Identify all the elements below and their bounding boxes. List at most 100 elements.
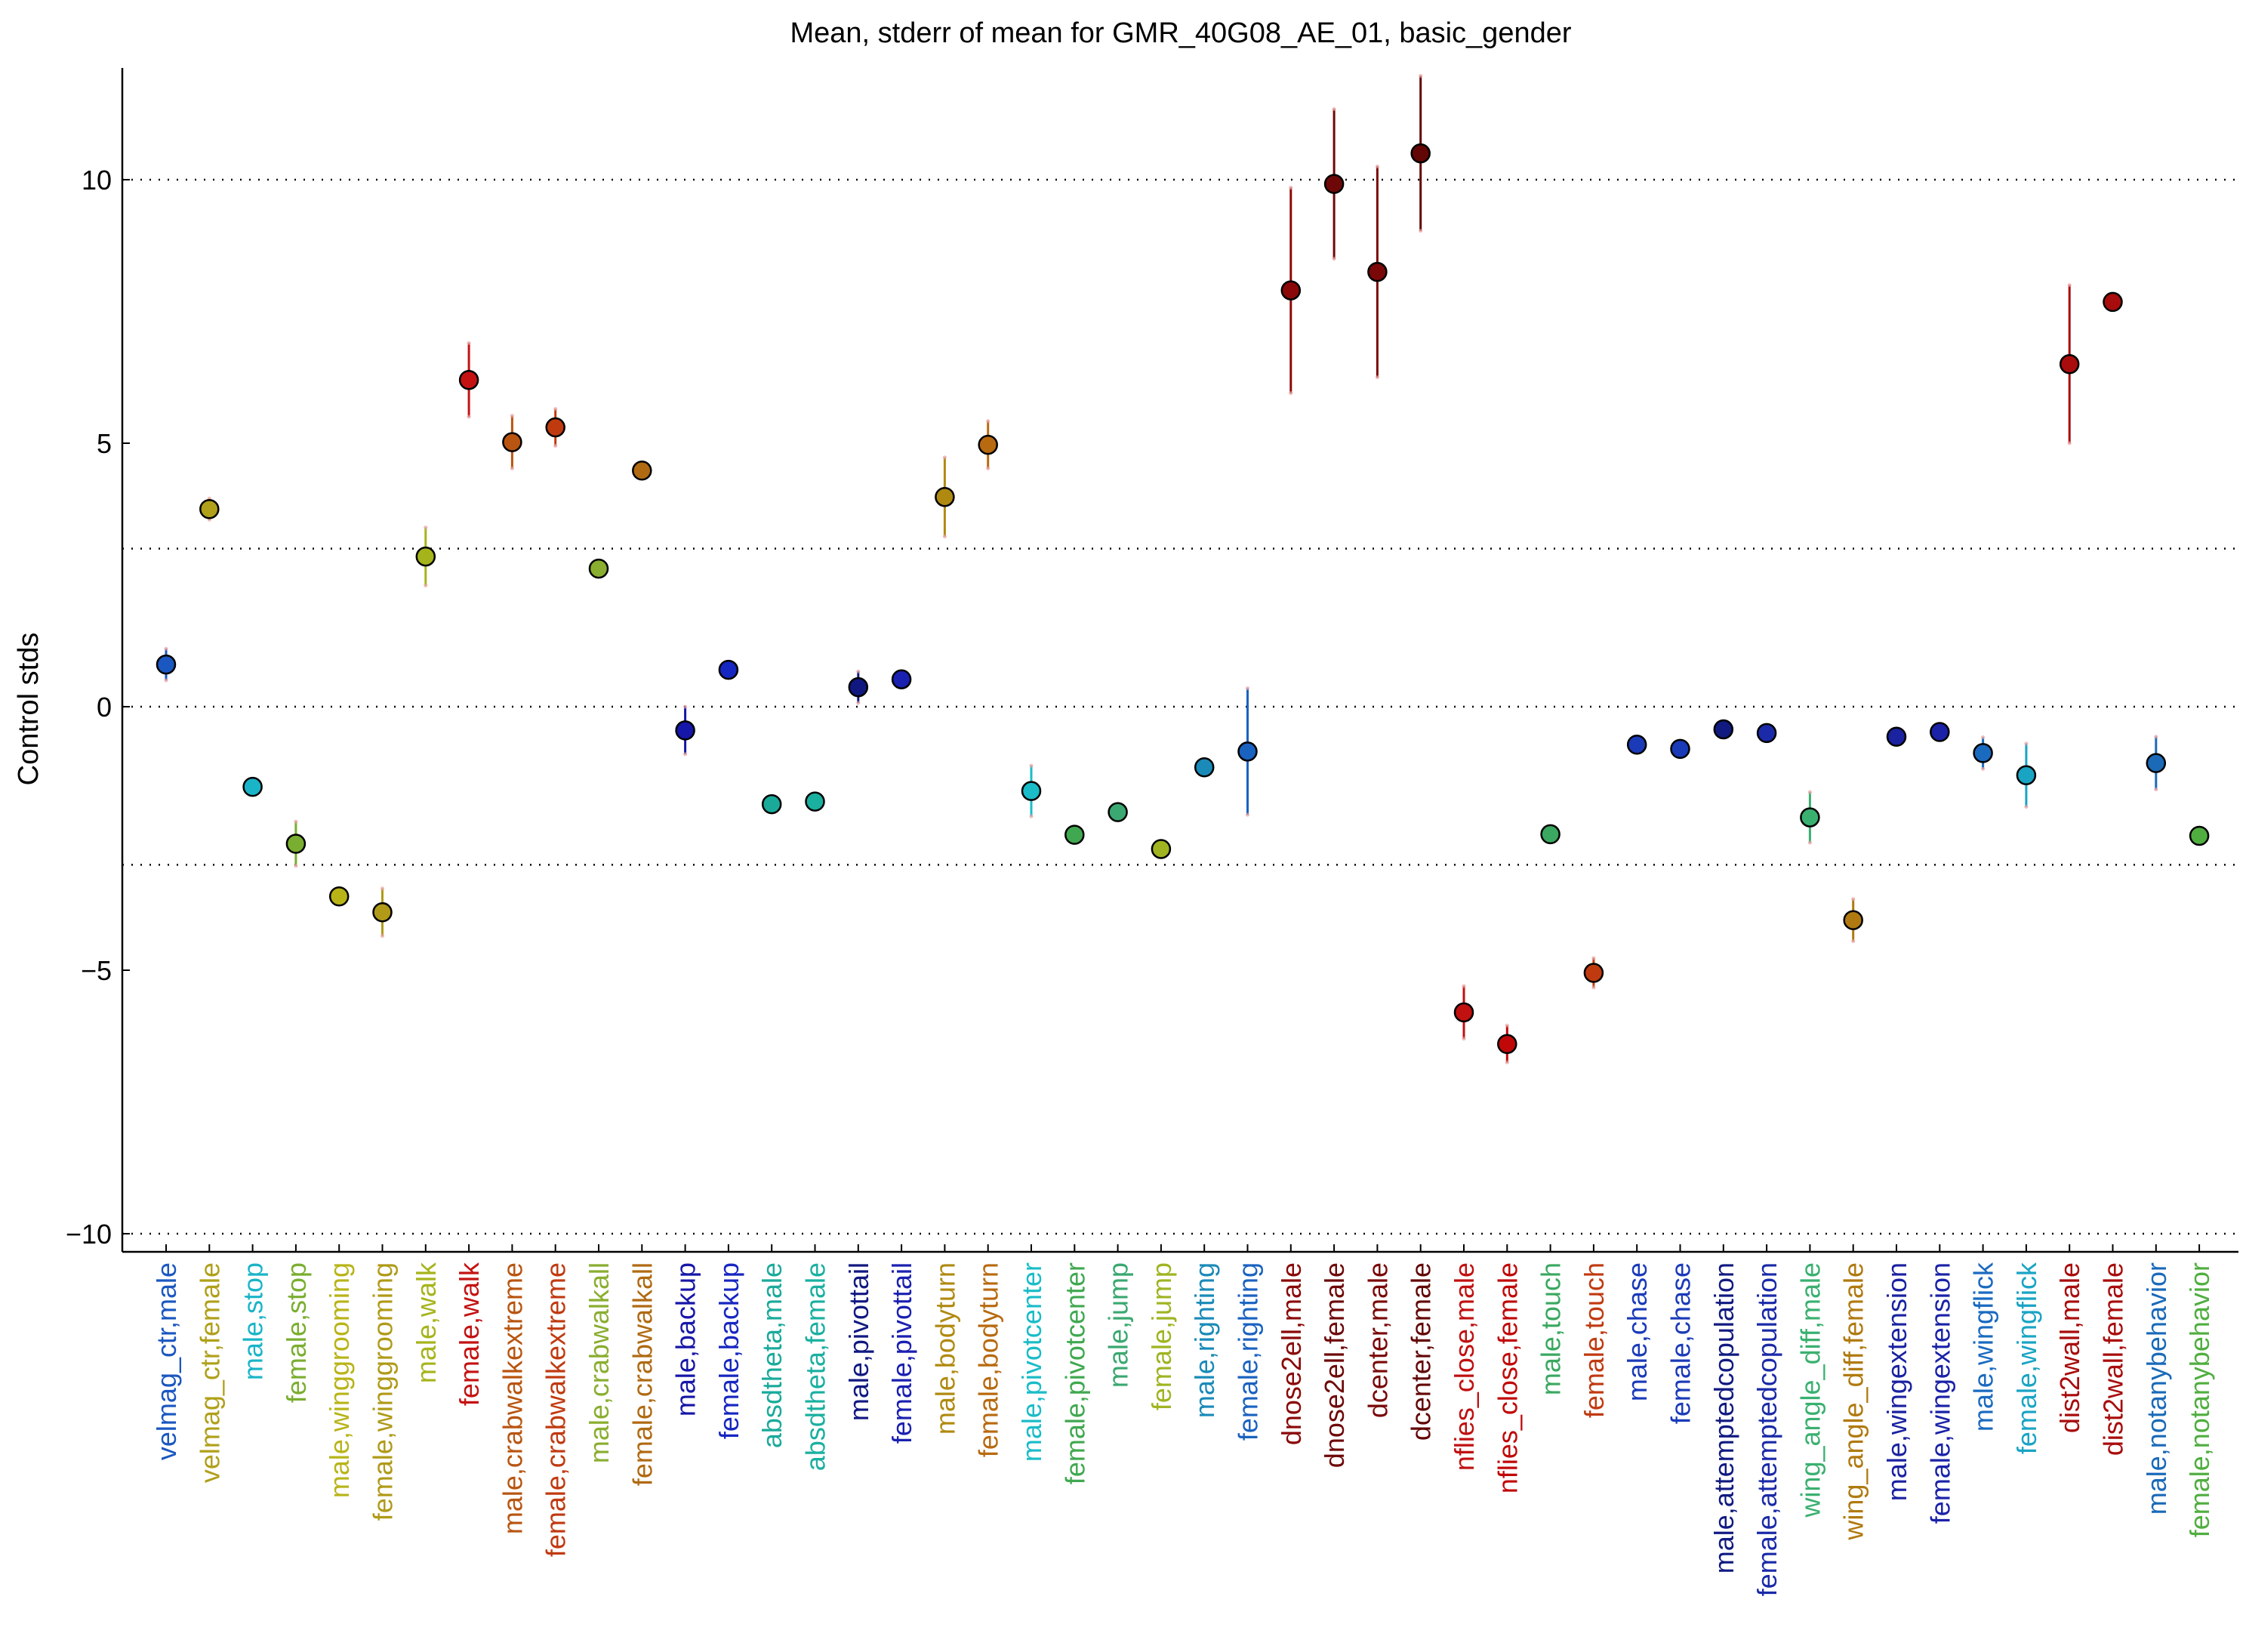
error-bars bbox=[164, 73, 2201, 1065]
x-tick-label: female,notanybehavior bbox=[2184, 1262, 2215, 1537]
x-tick-label: dist2wall,male bbox=[2054, 1262, 2085, 1433]
x-tick-label: female,crabwalkextreme bbox=[541, 1262, 572, 1557]
x-tick-label: female,wingflick bbox=[2011, 1262, 2042, 1454]
data-point bbox=[328, 886, 350, 907]
data-point bbox=[2146, 753, 2167, 773]
data-point bbox=[1756, 723, 1777, 744]
error-cap bbox=[1029, 763, 1034, 768]
error-cap bbox=[2024, 741, 2029, 746]
error-cap bbox=[2154, 787, 2158, 792]
error-cap bbox=[510, 467, 514, 471]
x-tick-label: male,notanybehavior bbox=[2141, 1262, 2172, 1515]
error-cap bbox=[164, 646, 168, 651]
x-tick-label: male,stop bbox=[238, 1262, 269, 1380]
data-point bbox=[415, 546, 436, 567]
error-cap bbox=[2067, 441, 2072, 445]
error-cap bbox=[2067, 283, 2072, 288]
data-point bbox=[1323, 174, 1345, 194]
error-cap bbox=[856, 701, 861, 705]
data-point bbox=[718, 659, 739, 680]
data-point bbox=[1886, 726, 1907, 747]
data-point bbox=[805, 791, 825, 812]
error-cap bbox=[1419, 73, 1423, 78]
error-cap bbox=[553, 443, 558, 448]
error-cap bbox=[986, 419, 991, 424]
data-point bbox=[1108, 802, 1128, 822]
error-cap bbox=[1505, 1060, 1509, 1065]
error-cap bbox=[1462, 1037, 1466, 1041]
error-cap bbox=[1375, 165, 1379, 169]
error-cap bbox=[553, 407, 558, 411]
x-tick-label: male,jump bbox=[1103, 1262, 1134, 1388]
error-cap bbox=[1332, 257, 1336, 261]
error-cap bbox=[380, 934, 384, 938]
x-tick-label: absdtheta,male bbox=[756, 1262, 787, 1448]
error-cap bbox=[1419, 229, 1423, 233]
error-cap bbox=[1289, 391, 1293, 396]
x-axis-ticks: velmag_ctr,male velmag_ctr,female male,sto… bbox=[151, 1244, 2215, 1596]
data-point bbox=[935, 486, 955, 507]
data-point bbox=[2189, 825, 2210, 846]
error-cap bbox=[294, 864, 298, 868]
error-cap bbox=[1591, 956, 1596, 960]
error-cap bbox=[510, 414, 514, 418]
x-tick-label: wing_angle_diff,female bbox=[1838, 1262, 1869, 1541]
data-point bbox=[372, 902, 393, 923]
x-tick-label: dcenter,male bbox=[1362, 1262, 1393, 1418]
error-cap bbox=[1332, 106, 1336, 111]
x-tick-label: female,backup bbox=[713, 1262, 744, 1439]
error-cap bbox=[1851, 939, 1856, 944]
x-tick-label: male,bodyturn bbox=[929, 1262, 960, 1435]
plot-area: −10 −5 0 5 10 velmag_ctr,male velmag_ctr,fema… bbox=[66, 68, 2238, 1596]
x-tick-label: female,pivottail bbox=[886, 1262, 917, 1444]
x-tick-label: wing_angle_diff,male bbox=[1795, 1262, 1825, 1518]
y-tick-label: 10 bbox=[82, 165, 112, 196]
data-point bbox=[1583, 963, 1604, 983]
x-tick-label: dnose2ell,female bbox=[1319, 1262, 1350, 1468]
data-point bbox=[502, 432, 522, 452]
data-point bbox=[1973, 743, 1993, 763]
error-cap bbox=[294, 819, 298, 824]
data-point bbox=[761, 794, 782, 815]
data-point bbox=[156, 654, 177, 675]
x-tick-label: male,chase bbox=[1622, 1262, 1653, 1401]
data-point bbox=[199, 499, 220, 519]
data-point bbox=[848, 677, 869, 698]
error-cap bbox=[2024, 805, 2029, 809]
data-point bbox=[632, 461, 652, 481]
x-tick-label: dist2wall,female bbox=[2098, 1262, 2129, 1456]
x-tick-label: female,attemptedcopulation bbox=[1752, 1262, 1782, 1596]
data-point bbox=[242, 776, 263, 797]
error-cap bbox=[1981, 766, 1986, 771]
x-tick-label: female,walk bbox=[454, 1262, 485, 1406]
data-point bbox=[2103, 291, 2123, 313]
data-point bbox=[891, 669, 912, 689]
x-tick-label: dcenter,female bbox=[1406, 1262, 1437, 1441]
data-point bbox=[1064, 824, 1085, 845]
x-tick-label: absdtheta,female bbox=[800, 1262, 831, 1471]
data-point bbox=[1151, 839, 1172, 859]
error-cap bbox=[1505, 1023, 1509, 1028]
x-tick-label: velmag_ctr,female bbox=[194, 1262, 225, 1483]
x-tick-label: female,touch bbox=[1579, 1262, 1610, 1418]
error-cap bbox=[683, 704, 688, 709]
x-tick-label: female,bodyturn bbox=[973, 1262, 1004, 1457]
data-point bbox=[1800, 807, 1820, 828]
y-tick-label: −5 bbox=[81, 955, 112, 986]
data-point bbox=[1280, 280, 1302, 301]
x-tick-label: male,winggrooming bbox=[324, 1262, 355, 1498]
x-tick-label: male,crabwalkall bbox=[584, 1262, 615, 1463]
x-tick-label: male,backup bbox=[670, 1262, 701, 1416]
x-tick-label: female,chase bbox=[1665, 1262, 1696, 1424]
error-cap bbox=[942, 535, 947, 539]
y-axis-ticks: −10 −5 0 5 10 bbox=[66, 165, 130, 1250]
x-tick-label: male,touch bbox=[1536, 1262, 1567, 1395]
y-tick-label: 5 bbox=[97, 428, 112, 459]
data-point bbox=[285, 834, 307, 854]
x-tick-label: male,crabwalkextreme bbox=[497, 1262, 528, 1534]
x-tick-label: male,attemptedcopulation bbox=[1708, 1262, 1739, 1573]
x-tick-label: female,winggrooming bbox=[368, 1262, 399, 1521]
x-tick-label: nflies_close,male bbox=[1449, 1262, 1480, 1471]
error-cap bbox=[1462, 984, 1466, 988]
